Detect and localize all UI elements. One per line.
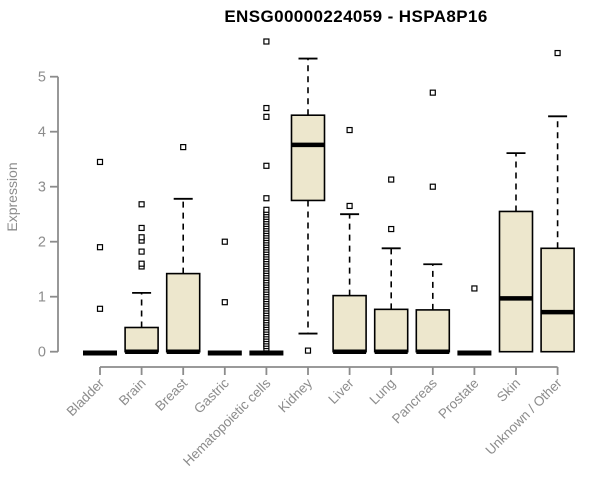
y-axis: 0 1 2 3 4 5 Expression — [4, 70, 59, 361]
outlier-point — [388, 225, 395, 233]
x-tick-label: Liver — [325, 375, 357, 407]
outlier-point — [263, 162, 270, 169]
outlier-point — [138, 224, 145, 232]
y-tick-label: 1 — [38, 290, 46, 306]
box — [165, 272, 201, 353]
y-tick-label: 3 — [38, 180, 46, 196]
outlier-point — [471, 285, 478, 292]
x-tick-label: Unknown / Other — [482, 375, 565, 458]
boxplot-gastric — [207, 238, 242, 356]
collapsed-box — [207, 350, 242, 356]
y-tick-label: 4 — [38, 125, 46, 141]
x-tick-label: Gastric — [191, 375, 232, 416]
collapsed-box — [457, 350, 492, 356]
outlier-point — [263, 113, 270, 120]
outlier-point — [180, 144, 187, 151]
outlier-point — [554, 49, 561, 57]
outlier-point — [138, 260, 145, 267]
box — [498, 210, 534, 353]
outlier-point — [138, 234, 145, 241]
outlier-point — [263, 195, 270, 202]
boxplot-liver — [332, 126, 367, 354]
outlier-point — [304, 347, 312, 354]
boxplot-breast — [165, 144, 201, 354]
collapsed-box — [83, 350, 117, 356]
x-tick-label: Lung — [366, 376, 398, 408]
outlier-point — [138, 201, 145, 208]
outlier-point — [263, 38, 270, 45]
box — [124, 326, 159, 353]
y-axis-title: Expression — [4, 162, 20, 231]
box — [415, 309, 451, 353]
outlier-point — [388, 176, 395, 183]
x-tick-label: Bladder — [64, 375, 108, 419]
box — [540, 247, 575, 353]
outlier-point — [138, 248, 145, 255]
y-tick-label: 2 — [38, 235, 46, 251]
outlier-point — [263, 104, 270, 112]
outlier-point — [96, 244, 104, 251]
boxplot-pancreas — [415, 89, 451, 354]
x-tick-label: Kidney — [275, 375, 315, 415]
chart-title: ENSG00000224059 - HSPA8P16 — [224, 7, 487, 26]
boxplot-lung — [373, 176, 409, 354]
boxplot-hematopoietic-cells — [249, 38, 284, 356]
y-tick-label: 0 — [38, 345, 46, 361]
outlier-point — [221, 238, 228, 245]
box — [373, 308, 409, 353]
outlier-point — [96, 158, 104, 166]
outlier-point — [346, 126, 353, 134]
box — [290, 114, 326, 202]
outlier-point — [429, 89, 436, 96]
outlier-point — [429, 183, 436, 190]
outlier-point — [96, 305, 104, 312]
outlier-point — [263, 206, 270, 213]
x-tick-label: Brain — [116, 376, 149, 409]
box — [332, 294, 367, 353]
boxplot-kidney — [290, 57, 326, 354]
boxplot-prostate — [457, 285, 492, 356]
boxplot-brain — [124, 201, 159, 354]
x-tick-label: Prostate — [435, 376, 481, 422]
outlier-point — [346, 202, 353, 210]
x-tick-label: Pancreas — [389, 375, 440, 426]
boxplot-bladder — [83, 158, 117, 356]
outlier-point — [221, 299, 228, 306]
boxplot-unknown-other — [540, 49, 575, 353]
y-tick-label: 5 — [38, 70, 46, 86]
x-tick-label: Skin — [494, 376, 523, 405]
collapsed-box — [249, 350, 284, 356]
boxplot-skin — [498, 152, 534, 353]
x-tick-label: Breast — [152, 375, 190, 413]
